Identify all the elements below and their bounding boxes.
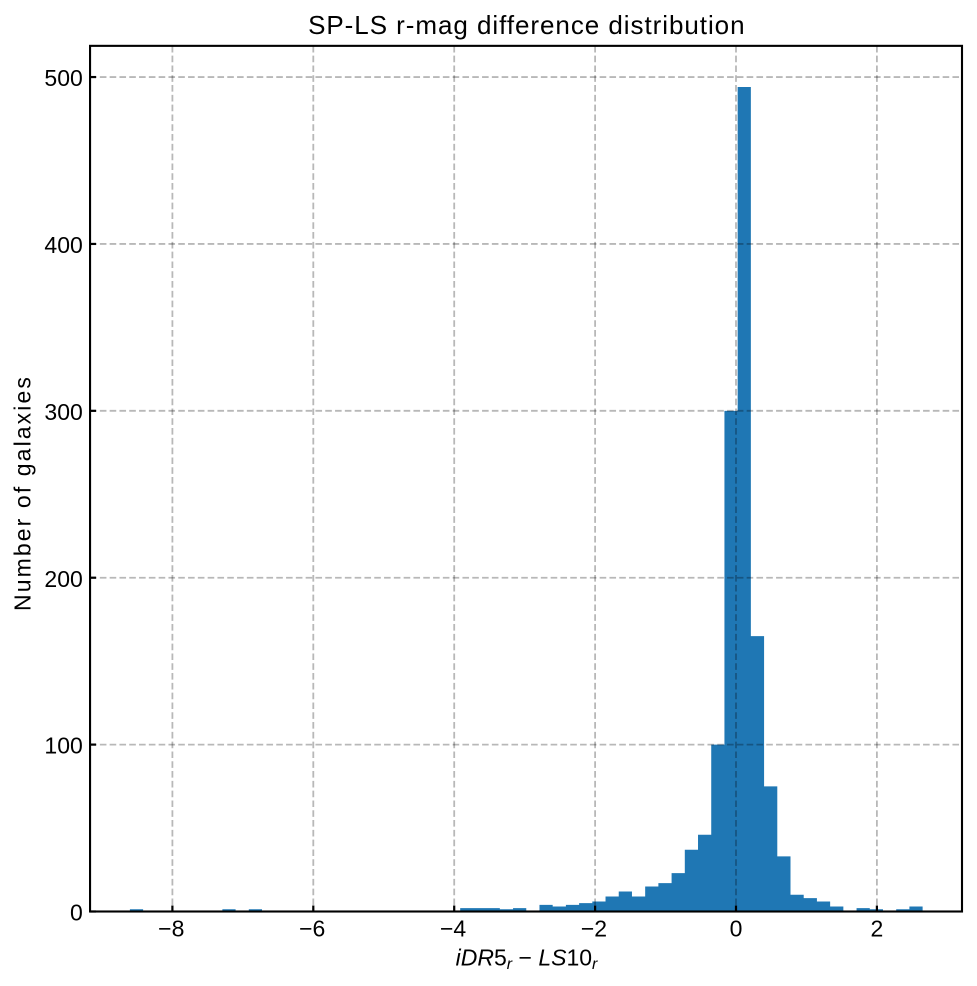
svg-text:iDR5r − LS10r: iDR5r − LS10r <box>456 944 598 973</box>
svg-text:−8: −8 <box>158 915 184 941</box>
svg-text:200: 200 <box>44 566 82 592</box>
svg-text:−2: −2 <box>581 915 607 941</box>
svg-text:0: 0 <box>70 900 83 926</box>
svg-text:400: 400 <box>44 232 82 258</box>
svg-text:2: 2 <box>871 915 884 941</box>
svg-text:100: 100 <box>44 733 82 759</box>
svg-text:Number of galaxies: Number of galaxies <box>10 375 36 611</box>
svg-text:−6: −6 <box>299 915 325 941</box>
svg-text:300: 300 <box>44 399 82 425</box>
svg-text:SP-LS r-mag difference distrib: SP-LS r-mag difference distribution <box>308 10 745 40</box>
svg-text:0: 0 <box>730 915 743 941</box>
svg-text:−4: −4 <box>440 915 466 941</box>
svg-text:500: 500 <box>44 65 82 91</box>
